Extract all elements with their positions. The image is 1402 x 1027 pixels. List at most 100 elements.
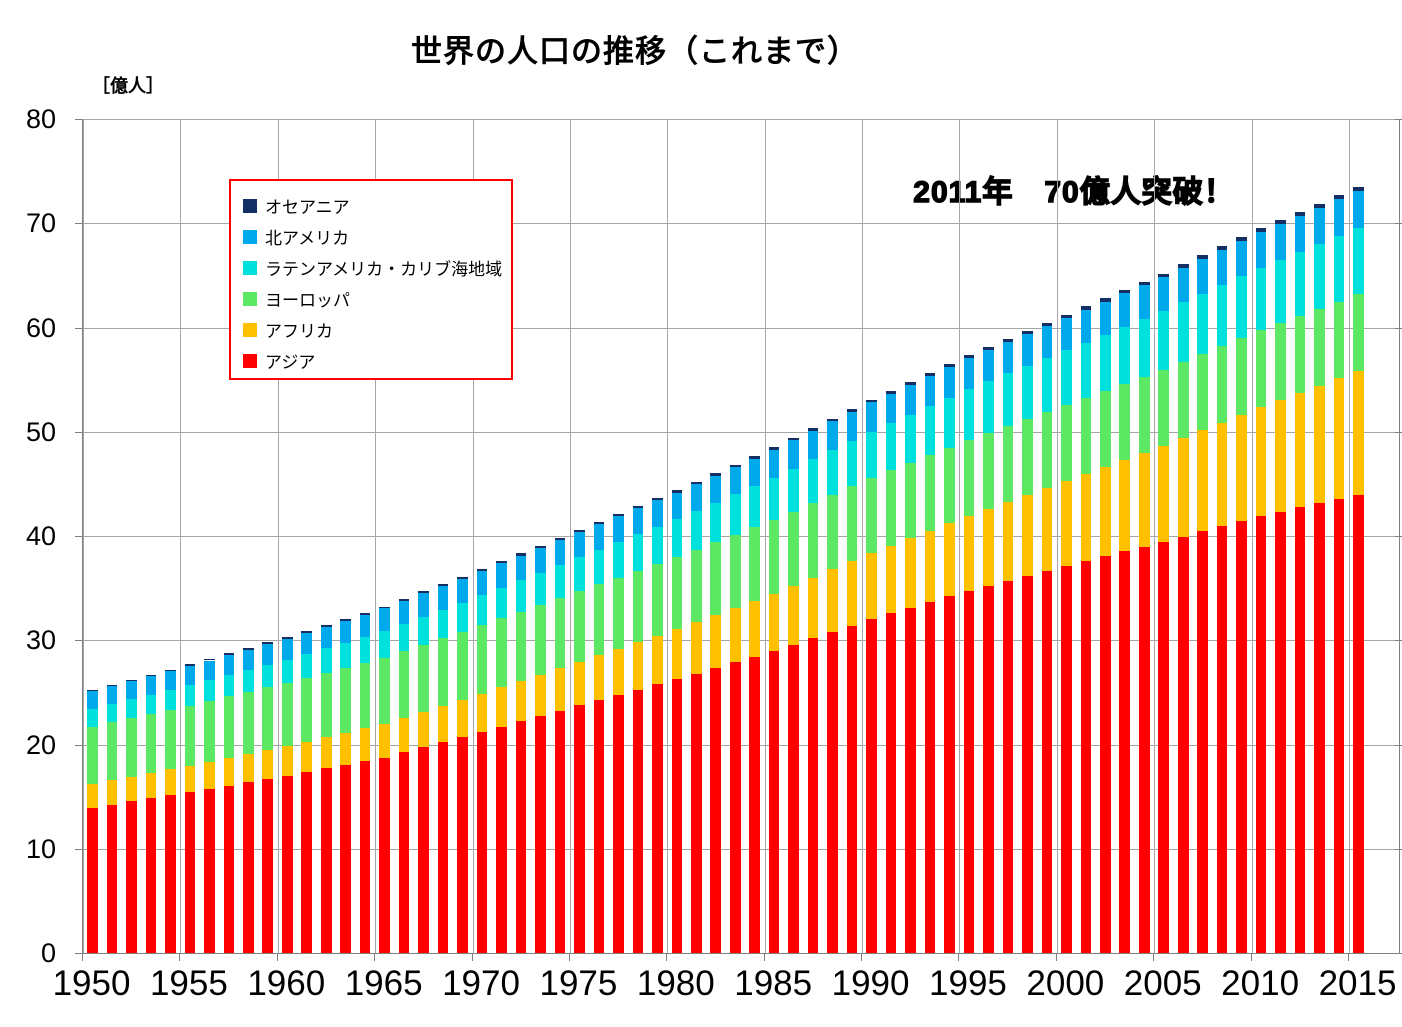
bar-segment [87,807,98,953]
bar-segment [885,390,897,394]
bar-segment [1080,342,1092,399]
bar-segment [807,428,819,431]
bar-segment [535,572,546,605]
bar-segment [340,667,351,733]
bar-segment [496,563,507,588]
bar-segment [924,375,936,406]
bar-segment [1022,494,1033,576]
bar-segment [729,464,741,468]
legend-item-label: ラテンアメリカ・カリブ海地域 [265,260,503,279]
bar-segment [243,691,254,754]
bar-segment [632,506,644,509]
plot-area [82,119,1400,954]
bar-segment [924,405,936,455]
bar-segment [1119,289,1131,294]
bar-segment [1353,371,1364,496]
y-axis-tick [75,431,82,433]
legend-item: オセアニア [243,190,511,221]
y-tick-label: 10 [25,833,56,864]
bar-segment [496,726,507,953]
bar-segment [262,779,274,953]
legend-item: ラテンアメリカ・カリブ海地域 [243,252,511,283]
bar-segment [1353,495,1364,953]
x-axis-tick [1153,953,1155,961]
bar-segment [281,638,293,660]
bar-segment [223,785,235,953]
x-axis-tick [1250,953,1252,961]
right-axis-tick [1395,640,1402,642]
bar-segment [340,764,351,953]
bar-segment [827,421,838,451]
bar-segment [1353,191,1364,229]
x-gridline [1154,119,1156,953]
bar-segment [846,625,858,953]
bar-segment [1061,565,1072,953]
bar-segment [281,636,293,639]
bar-segment [885,545,897,614]
bar-segment [632,642,644,690]
bar-segment [320,648,332,673]
x-tick-label: 2000 [1026,964,1105,1003]
bar-segment [165,671,176,691]
bar-segment [768,593,780,651]
bar-segment [671,557,683,630]
bar-segment [944,367,955,398]
bar-segment [866,478,877,554]
bar-segment [1197,259,1208,294]
bar-segment [1255,515,1267,953]
bar-segment [145,676,157,695]
bar-segment [1138,546,1150,953]
bar-segment [515,555,527,581]
bar-segment [1002,338,1014,342]
y-gridline [83,223,1399,225]
bar-segment [788,644,799,953]
bar-segment [749,458,760,487]
legend-item-label: アフリカ [265,322,333,341]
bar-segment [457,699,468,738]
bar-segment [613,577,624,649]
bar-segment [1216,346,1228,423]
bar-segment [418,616,429,645]
bar-segment [729,467,741,495]
bar-segment [398,752,410,953]
bar-segment [885,393,897,423]
bar-segment [1255,232,1267,268]
bar-segment [87,708,98,727]
bar-segment [515,681,527,722]
bar-segment [1119,293,1131,327]
bar-segment [866,553,877,620]
bar-segment [437,742,449,953]
bar-segment [476,693,488,732]
legend-color-swatch [243,260,257,275]
bar-segment [1177,268,1189,303]
bar-segment [1041,322,1053,326]
bar-segment [515,721,527,953]
bar-segment [359,614,371,638]
bar-segment [1100,467,1111,557]
bar-segment [788,468,799,512]
bar-segment [944,397,955,448]
x-axis-tick [179,953,181,961]
bar-segment [1002,580,1014,953]
bar-segment [301,677,313,742]
bar-segment [1177,302,1189,362]
bar-segment [1041,412,1053,488]
bar-segment [457,578,468,603]
bar-segment [476,595,488,626]
bar-segment [1002,501,1014,581]
bar-segment [204,701,215,762]
bar-segment [1314,244,1325,309]
bar-segment [690,510,702,550]
bar-segment [983,508,994,586]
bar-segment [1100,556,1111,953]
bar-segment [1002,341,1014,374]
x-tick-label: 1950 [52,964,131,1003]
bar-segment [1177,361,1189,439]
bar-segment [671,490,683,493]
bar-segment [749,455,760,459]
bar-segment [496,618,507,688]
bar-segment [632,689,644,953]
y-gridline [83,327,1399,329]
bar-segment [554,710,566,953]
bar-segment [827,631,838,953]
